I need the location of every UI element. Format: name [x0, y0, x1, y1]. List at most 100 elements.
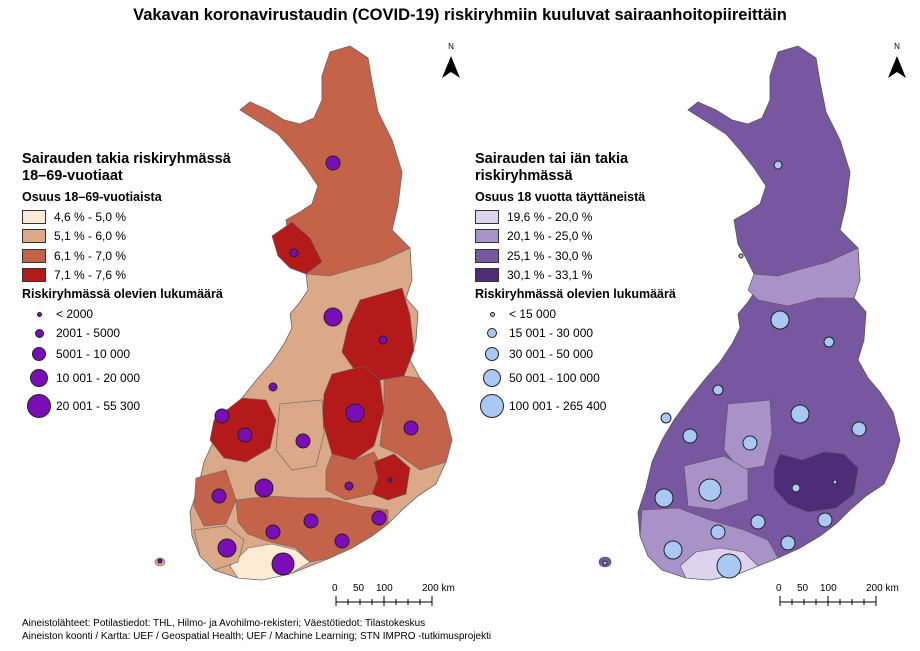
right-map: [598, 45, 901, 581]
left-count-label: 2001 - 5000: [56, 326, 121, 340]
left-count-row: 5001 - 10 000: [22, 343, 231, 365]
right-symbol: [742, 435, 758, 451]
right-class-row: 19,6 % - 20,0 %: [475, 207, 676, 227]
left-region-lansi-pohja: [271, 221, 323, 275]
left-count-label: 20 001 - 55 300: [56, 399, 141, 413]
right-symbol: [682, 428, 698, 444]
left-count-title: Riskiryhmässä olevien lukumäärä: [22, 287, 223, 301]
left-symbol: [344, 481, 354, 491]
left-class-swatch: [22, 209, 46, 224]
right-class-row: 30,1 % - 33,1 %: [475, 266, 676, 286]
left-symbol: [303, 513, 319, 529]
right-count-row: 100 001 - 265 400: [475, 391, 676, 421]
left-symbol: [295, 433, 311, 449]
right-count-row: < 15 000: [475, 305, 676, 323]
right-count-symbol: [483, 369, 501, 387]
left-count-row: 20 001 - 55 300: [22, 391, 231, 421]
right-count-row: 15 001 - 30 000: [475, 323, 676, 343]
right-symbol: [712, 384, 724, 396]
right-count-label: 15 001 - 30 000: [509, 326, 594, 340]
right-symbol: [817, 512, 833, 528]
scale-label-left-100: 100: [376, 583, 393, 594]
left-class-row: 6,1 % - 7,0 %: [22, 246, 231, 266]
left-class-label: 5,1 % - 6,0 %: [54, 229, 127, 244]
right-count-symbol: [480, 394, 504, 418]
left-count-label: 10 001 - 20 000: [56, 371, 141, 385]
left-symbol: [403, 420, 419, 436]
right-symbol: [823, 336, 835, 348]
right-symbol: [738, 253, 744, 259]
sources-line-2: Aineiston koonti / Kartta: UEF / Geospat…: [22, 631, 492, 642]
left-count-symbol: [36, 311, 42, 317]
left-count-symbol: [27, 394, 51, 418]
right-symbol: [790, 404, 810, 424]
right-class-label: 20,1 % - 25,0 %: [507, 229, 593, 244]
left-region-kainuu: [341, 287, 415, 381]
left-symbol: [325, 155, 341, 171]
sources: Aineistolähteet: Potilastiedot: THL, Hil…: [22, 617, 491, 643]
left-symbol: [334, 533, 350, 549]
left-symbol: [371, 510, 387, 526]
left-symbol: [387, 477, 393, 483]
left-symbol: [211, 488, 227, 504]
left-count-symbol: [30, 369, 48, 387]
right-class-swatch: [475, 268, 499, 283]
right-symbol: [770, 310, 790, 330]
scale-bar-right: [779, 596, 877, 606]
right-count-label: 50 001 - 100 000: [509, 371, 600, 385]
left-class-label: 7,1 % - 7,6 %: [54, 268, 127, 283]
north-arrow-right-icon: [888, 56, 906, 78]
left-symbol: [217, 538, 237, 558]
right-count-symbol: [485, 347, 499, 361]
north-label-right: N: [894, 42, 900, 51]
right-count-symbol: [489, 311, 495, 317]
left-count-label: < 2000: [56, 307, 94, 321]
left-region-ita-savo: [371, 453, 411, 501]
scale-label-left-200: 200 km: [422, 583, 455, 594]
scale-label-right-200: 200 km: [866, 583, 899, 594]
left-symbol: [345, 403, 365, 423]
right-symbol: [832, 479, 838, 485]
right-region-keski-suomi: [723, 399, 773, 471]
left-count-symbol: [32, 347, 46, 361]
right-share-title: Osuus 18 vuotta täyttäneistä: [475, 190, 646, 204]
left-symbol: [254, 478, 274, 498]
left-legend: Sairauden takia riskiryhmässä 18–69-vuot…: [22, 151, 231, 421]
left-class-swatch: [22, 268, 46, 283]
left-share-title: Osuus 18–69-vuotiaista: [22, 190, 162, 204]
left-count-row: < 2000: [22, 305, 231, 323]
right-count-row: 30 001 - 50 000: [475, 343, 676, 365]
right-count-title: Riskiryhmässä olevien lukumäärä: [475, 287, 676, 301]
right-count-label: 30 001 - 50 000: [509, 347, 594, 361]
left-class-label: 4,6 % - 5,0 %: [54, 209, 127, 224]
left-class-swatch: [22, 248, 46, 263]
right-class-row: 20,1 % - 25,0 %: [475, 227, 676, 247]
right-count-row: 50 001 - 100 000: [475, 365, 676, 391]
sources-line-1: Aineistolähteet: Potilastiedot: THL, Hil…: [22, 618, 426, 629]
right-count-label: 100 001 - 265 400: [509, 399, 607, 413]
left-symbol: [268, 382, 278, 392]
left-symbol: [214, 408, 230, 424]
right-symbol: [660, 412, 672, 424]
right-symbol: [654, 488, 674, 508]
right-symbol: [663, 540, 683, 560]
left-count-symbols: [157, 155, 419, 576]
left-symbol: [378, 335, 388, 345]
right-class-swatch: [475, 229, 499, 244]
left-count-symbol: [34, 328, 44, 338]
page-title: Vakavan koronavirustaudin (COVID-19) ris…: [133, 6, 787, 24]
left-symbol: [237, 427, 253, 443]
left-count-label: 5001 - 10 000: [56, 347, 131, 361]
left-class-row: 5,1 % - 6,0 %: [22, 227, 231, 247]
left-class-row: 4,6 % - 5,0 %: [22, 207, 231, 227]
right-class-label: 25,1 % - 30,0 %: [507, 248, 593, 263]
right-symbol: [750, 514, 766, 530]
scale-label-right-100: 100: [820, 583, 837, 594]
left-class-label: 6,1 % - 7,0 %: [54, 248, 127, 263]
right-symbol: [716, 553, 742, 579]
right-class-label: 19,6 % - 20,0 %: [507, 209, 593, 224]
right-symbol: [698, 478, 722, 502]
right-region-middle: [747, 247, 861, 307]
right-symbol: [791, 483, 801, 493]
